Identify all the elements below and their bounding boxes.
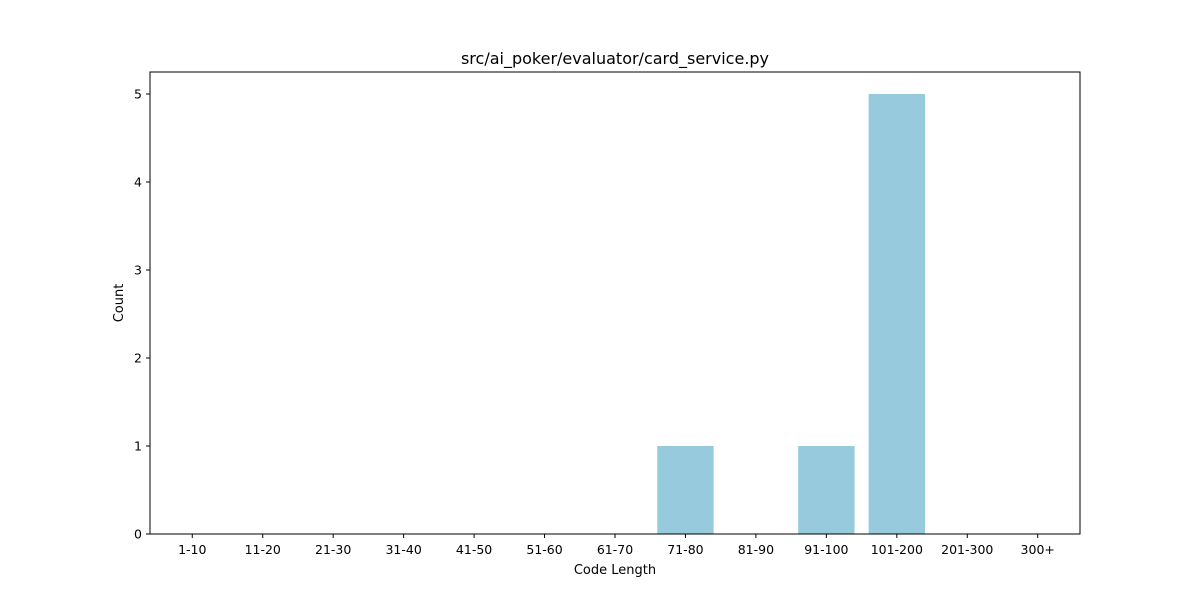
x-tick-label: 61-70 bbox=[597, 542, 633, 557]
x-tick-label: 11-20 bbox=[245, 542, 281, 557]
x-tick-label: 41-50 bbox=[456, 542, 492, 557]
x-tick-label: 300+ bbox=[1021, 542, 1055, 557]
x-tick-label: 1-10 bbox=[178, 542, 206, 557]
x-tick-label: 31-40 bbox=[385, 542, 421, 557]
y-tick-label: 3 bbox=[134, 263, 142, 278]
x-tick-label: 51-60 bbox=[526, 542, 562, 557]
y-tick-label: 0 bbox=[134, 527, 142, 542]
x-tick-label: 81-90 bbox=[738, 542, 774, 557]
x-tick-label: 71-80 bbox=[667, 542, 703, 557]
y-tick-label: 5 bbox=[134, 87, 142, 102]
y-tick-label: 1 bbox=[134, 439, 142, 454]
bar-71-80 bbox=[657, 446, 714, 534]
x-tick-label: 101-200 bbox=[871, 542, 923, 557]
x-tick-label: 21-30 bbox=[315, 542, 351, 557]
bars-group bbox=[657, 94, 925, 534]
plot-frame bbox=[149, 71, 1081, 535]
y-axis-label: Count bbox=[112, 284, 127, 323]
bar-101-200 bbox=[868, 94, 925, 534]
chart-title: src/ai_poker/evaluator/card_service.py bbox=[461, 49, 769, 69]
y-axis-ticks: 0 1 2 3 4 5 bbox=[134, 87, 150, 542]
x-tick-label: 201-300 bbox=[941, 542, 993, 557]
y-tick-label: 4 bbox=[134, 175, 142, 190]
y-tick-label: 2 bbox=[134, 351, 142, 366]
x-axis-ticks: 1-10 11-20 21-30 31-40 41-50 51-60 61-70 71-80 8… bbox=[178, 534, 1055, 557]
x-tick-label: 91-100 bbox=[804, 542, 848, 557]
bar-91-100 bbox=[798, 446, 855, 534]
x-axis-label: Code Length bbox=[574, 563, 656, 578]
